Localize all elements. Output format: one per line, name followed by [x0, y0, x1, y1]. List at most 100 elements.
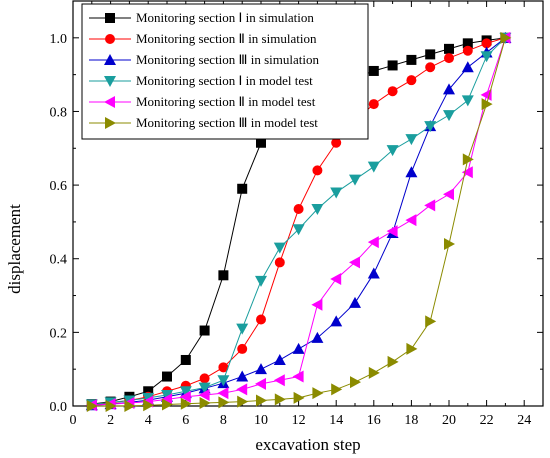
- legend-item: Monitoring section Ⅱ in model test: [89, 94, 316, 109]
- data-point: [143, 386, 154, 397]
- data-point: [350, 376, 361, 389]
- data-point: [330, 315, 343, 327]
- data-point: [481, 98, 493, 111]
- legend-item: Monitoring section Ⅲ in simulation: [89, 52, 320, 67]
- x-tick-label: 24: [517, 413, 531, 428]
- data-point: [367, 267, 380, 279]
- data-point: [405, 166, 418, 178]
- data-point: [387, 355, 399, 368]
- data-point: [236, 383, 248, 396]
- data-point: [237, 343, 248, 354]
- data-point: [462, 45, 473, 56]
- legend-item: Monitoring section Ⅰ in model test: [89, 73, 313, 88]
- data-point: [256, 137, 266, 148]
- data-point: [444, 43, 454, 54]
- legend-label: Monitoring section Ⅰ in model test: [136, 73, 313, 88]
- data-point: [312, 165, 323, 176]
- x-tick-label: 22: [480, 413, 494, 428]
- y-tick-label: 0.4: [50, 253, 68, 268]
- data-point: [406, 54, 417, 65]
- data-point: [425, 49, 436, 60]
- x-tick-label: 8: [220, 413, 227, 428]
- data-point: [256, 314, 266, 325]
- legend-marker: [105, 13, 115, 23]
- data-point: [481, 38, 492, 49]
- data-point: [444, 238, 455, 250]
- data-point: [293, 204, 304, 215]
- legend-label: Monitoring section Ⅰ in simulation: [136, 10, 314, 25]
- data-point: [86, 400, 98, 412]
- axis-ticks: 0 2 4 6 8 10 12 14 16 18 20 22 240.00.20.40.60.81.0: [50, 1, 543, 428]
- data-point: [444, 53, 454, 64]
- data-point: [461, 61, 474, 73]
- x-tick-label: 4: [145, 413, 152, 428]
- data-point: [162, 398, 173, 411]
- data-point: [311, 204, 324, 216]
- data-point: [425, 315, 437, 328]
- data-point: [255, 363, 267, 375]
- data-point: [274, 257, 285, 268]
- data-point: [462, 153, 474, 166]
- data-point: [218, 362, 229, 373]
- data-point: [179, 390, 191, 403]
- data-point: [331, 137, 342, 148]
- data-point: [443, 188, 454, 201]
- plot-frame: [72, 0, 544, 407]
- data-point: [273, 353, 286, 365]
- legend-label: Monitoring section Ⅲ in simulation: [136, 52, 320, 67]
- legend-label: Monitoring section Ⅲ in model test: [136, 115, 318, 130]
- data-point: [292, 342, 305, 354]
- x-tick-label: 14: [329, 413, 343, 428]
- data-point: [368, 99, 379, 110]
- legend-label: Monitoring section Ⅱ in simulation: [136, 31, 317, 46]
- data-point: [349, 174, 361, 186]
- legend-label: Monitoring section Ⅱ in model test: [136, 94, 316, 109]
- data-point: [311, 298, 323, 311]
- data-point: [162, 371, 172, 382]
- data-point: [292, 224, 305, 236]
- data-point: [236, 323, 249, 335]
- data-point: [180, 354, 191, 365]
- data-point: [180, 397, 192, 410]
- data-point: [386, 145, 399, 157]
- data-point: [293, 391, 305, 404]
- y-tick-label: 1.0: [50, 32, 68, 47]
- data-point: [462, 38, 473, 49]
- data-point: [405, 214, 417, 227]
- y-tick-label: 0.8: [50, 105, 68, 120]
- data-point: [218, 270, 229, 281]
- data-point: [255, 377, 266, 390]
- data-point: [218, 396, 230, 409]
- data-point: [312, 387, 324, 400]
- data-point: [424, 199, 436, 212]
- legend-marker: [104, 54, 116, 65]
- legend-item: Monitoring section Ⅲ in model test: [89, 115, 318, 130]
- x-tick-label: 20: [442, 413, 456, 428]
- data-point: [236, 370, 249, 382]
- legend-item: Monitoring section Ⅱ in simulation: [89, 31, 317, 46]
- data-point: [124, 400, 136, 412]
- x-tick-label: 2: [107, 413, 114, 428]
- data-point: [256, 394, 267, 407]
- legend-marker: [104, 76, 116, 87]
- data-point: [406, 75, 417, 86]
- data-point: [331, 383, 343, 396]
- data-point: [425, 62, 436, 73]
- data-point: [161, 393, 172, 406]
- series-6: [86, 31, 512, 412]
- x-tick-label: 10: [254, 413, 268, 428]
- x-axis-title: excavation step: [255, 435, 360, 454]
- x-tick-label: 0: [70, 413, 77, 428]
- legend-marker: [105, 117, 116, 129]
- legend-marker: [104, 96, 115, 108]
- data-point: [179, 386, 192, 398]
- x-tick-label: 12: [292, 413, 306, 428]
- data-point: [105, 400, 117, 412]
- data-point: [237, 395, 249, 408]
- data-point: [273, 242, 286, 254]
- y-tick-label: 0.2: [50, 326, 68, 341]
- x-tick-label: 6: [182, 413, 189, 428]
- data-point: [255, 275, 267, 287]
- data-point: [367, 236, 379, 249]
- data-point: [311, 331, 324, 343]
